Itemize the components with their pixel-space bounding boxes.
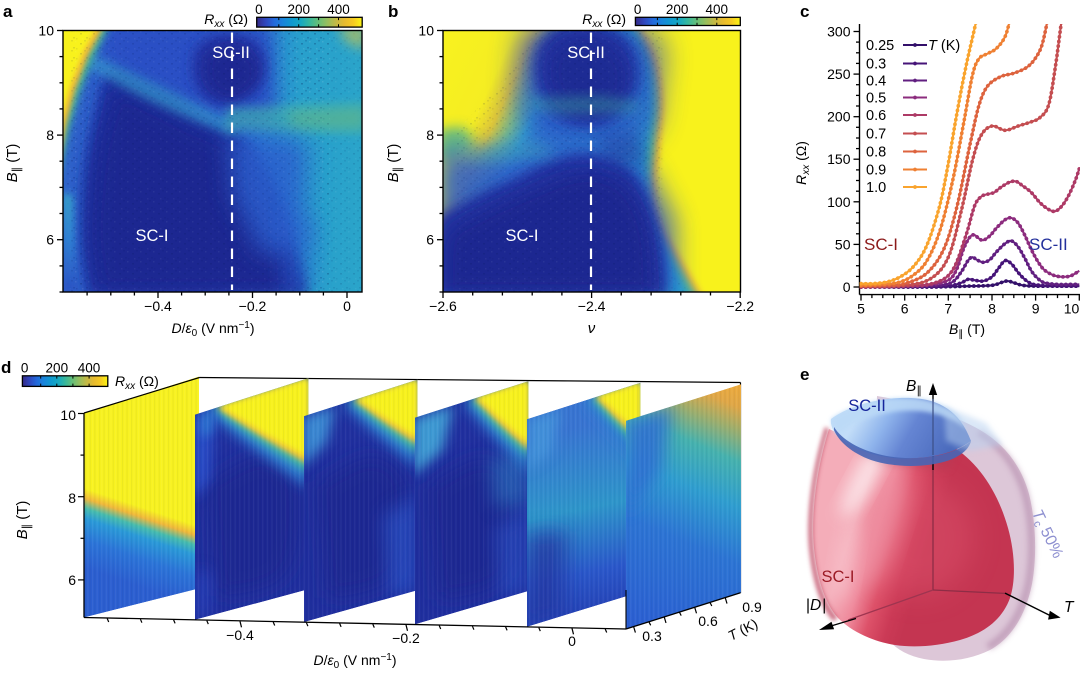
svg-text:10: 10 bbox=[418, 23, 434, 39]
svg-text:5: 5 bbox=[857, 301, 865, 317]
svg-text:0: 0 bbox=[343, 298, 351, 314]
svg-text:−0.4: −0.4 bbox=[226, 627, 254, 643]
svg-text:−2.6: −2.6 bbox=[429, 298, 457, 314]
svg-text:8: 8 bbox=[46, 127, 54, 143]
svg-text:0.7: 0.7 bbox=[866, 127, 886, 143]
svg-text:Rxx (Ω): Rxx (Ω) bbox=[204, 11, 248, 30]
svg-text:7: 7 bbox=[944, 301, 952, 317]
svg-text:0.5: 0.5 bbox=[866, 91, 886, 107]
svg-text:a: a bbox=[3, 2, 13, 21]
svg-text:0.6: 0.6 bbox=[698, 613, 718, 629]
svg-text:T (K): T (K) bbox=[928, 38, 960, 54]
svg-text:Rxx (Ω): Rxx (Ω) bbox=[793, 141, 812, 185]
svg-text:0.9: 0.9 bbox=[742, 599, 762, 615]
svg-text:c: c bbox=[800, 2, 809, 21]
svg-text:0.25: 0.25 bbox=[866, 38, 894, 54]
svg-text:SC-I: SC-I bbox=[506, 227, 539, 245]
svg-text:10: 10 bbox=[1064, 301, 1080, 317]
svg-text:6: 6 bbox=[68, 572, 76, 588]
svg-text:6: 6 bbox=[46, 232, 54, 248]
svg-text:0: 0 bbox=[634, 2, 642, 17]
svg-text:200: 200 bbox=[666, 2, 689, 17]
svg-text:ν: ν bbox=[588, 320, 596, 337]
svg-text:SC-II: SC-II bbox=[848, 397, 886, 415]
svg-text:0: 0 bbox=[21, 360, 29, 375]
svg-text:SC-I: SC-I bbox=[822, 568, 855, 586]
svg-text:SC-I: SC-I bbox=[864, 235, 898, 254]
svg-text:B∥ (T): B∥ (T) bbox=[4, 144, 23, 183]
svg-text:0.4: 0.4 bbox=[866, 74, 886, 90]
svg-text:9: 9 bbox=[1032, 301, 1040, 317]
svg-text:10: 10 bbox=[38, 23, 54, 39]
svg-text:200: 200 bbox=[287, 2, 310, 17]
svg-text:0: 0 bbox=[255, 2, 263, 17]
svg-text:1.0: 1.0 bbox=[866, 180, 886, 196]
svg-text:8: 8 bbox=[988, 301, 996, 317]
svg-text:0.8: 0.8 bbox=[866, 145, 886, 161]
svg-text:Rxx (Ω): Rxx (Ω) bbox=[582, 11, 626, 30]
svg-text:SC-I: SC-I bbox=[136, 227, 169, 245]
svg-text:6: 6 bbox=[426, 232, 434, 248]
svg-text:400: 400 bbox=[327, 2, 350, 17]
svg-text:b: b bbox=[388, 2, 398, 21]
svg-text:−0.2: −0.2 bbox=[392, 630, 420, 646]
svg-text:8: 8 bbox=[426, 127, 434, 143]
svg-text:400: 400 bbox=[78, 360, 101, 375]
svg-text:B∥ (T): B∥ (T) bbox=[949, 321, 985, 340]
svg-text:200: 200 bbox=[46, 360, 69, 375]
svg-text:50: 50 bbox=[835, 236, 851, 252]
svg-text:150: 150 bbox=[827, 151, 851, 167]
svg-text:Rxx (Ω): Rxx (Ω) bbox=[115, 373, 159, 392]
svg-text:200: 200 bbox=[827, 109, 851, 125]
svg-text:250: 250 bbox=[827, 66, 851, 82]
svg-text:8: 8 bbox=[68, 490, 76, 506]
svg-text:6: 6 bbox=[901, 301, 909, 317]
svg-text:−0.2: −0.2 bbox=[239, 298, 267, 314]
svg-text:10: 10 bbox=[60, 407, 76, 423]
svg-text:−2.2: −2.2 bbox=[726, 298, 754, 314]
svg-text:0.6: 0.6 bbox=[866, 108, 886, 124]
svg-text:|D|: |D| bbox=[806, 597, 826, 614]
svg-text:T: T bbox=[1064, 599, 1075, 616]
svg-text:0: 0 bbox=[568, 633, 576, 649]
svg-text:100: 100 bbox=[827, 194, 851, 210]
svg-text:−2.4: −2.4 bbox=[578, 298, 606, 314]
svg-text:0.9: 0.9 bbox=[866, 163, 886, 179]
svg-text:SC-II: SC-II bbox=[1029, 235, 1068, 254]
svg-text:0: 0 bbox=[843, 279, 851, 295]
svg-text:SC-II: SC-II bbox=[567, 44, 605, 62]
svg-text:B∥: B∥ bbox=[906, 378, 922, 397]
svg-text:0.3: 0.3 bbox=[866, 57, 886, 73]
svg-text:SC-II: SC-II bbox=[212, 44, 250, 62]
svg-text:0.3: 0.3 bbox=[642, 628, 662, 644]
svg-text:400: 400 bbox=[706, 2, 729, 17]
svg-text:300: 300 bbox=[827, 23, 851, 39]
svg-text:−0.4: −0.4 bbox=[144, 298, 172, 314]
svg-text:d: d bbox=[1, 358, 11, 377]
svg-text:B∥ (T): B∥ (T) bbox=[14, 501, 33, 540]
svg-text:B∥ (T): B∥ (T) bbox=[385, 144, 404, 183]
svg-text:e: e bbox=[800, 365, 809, 384]
